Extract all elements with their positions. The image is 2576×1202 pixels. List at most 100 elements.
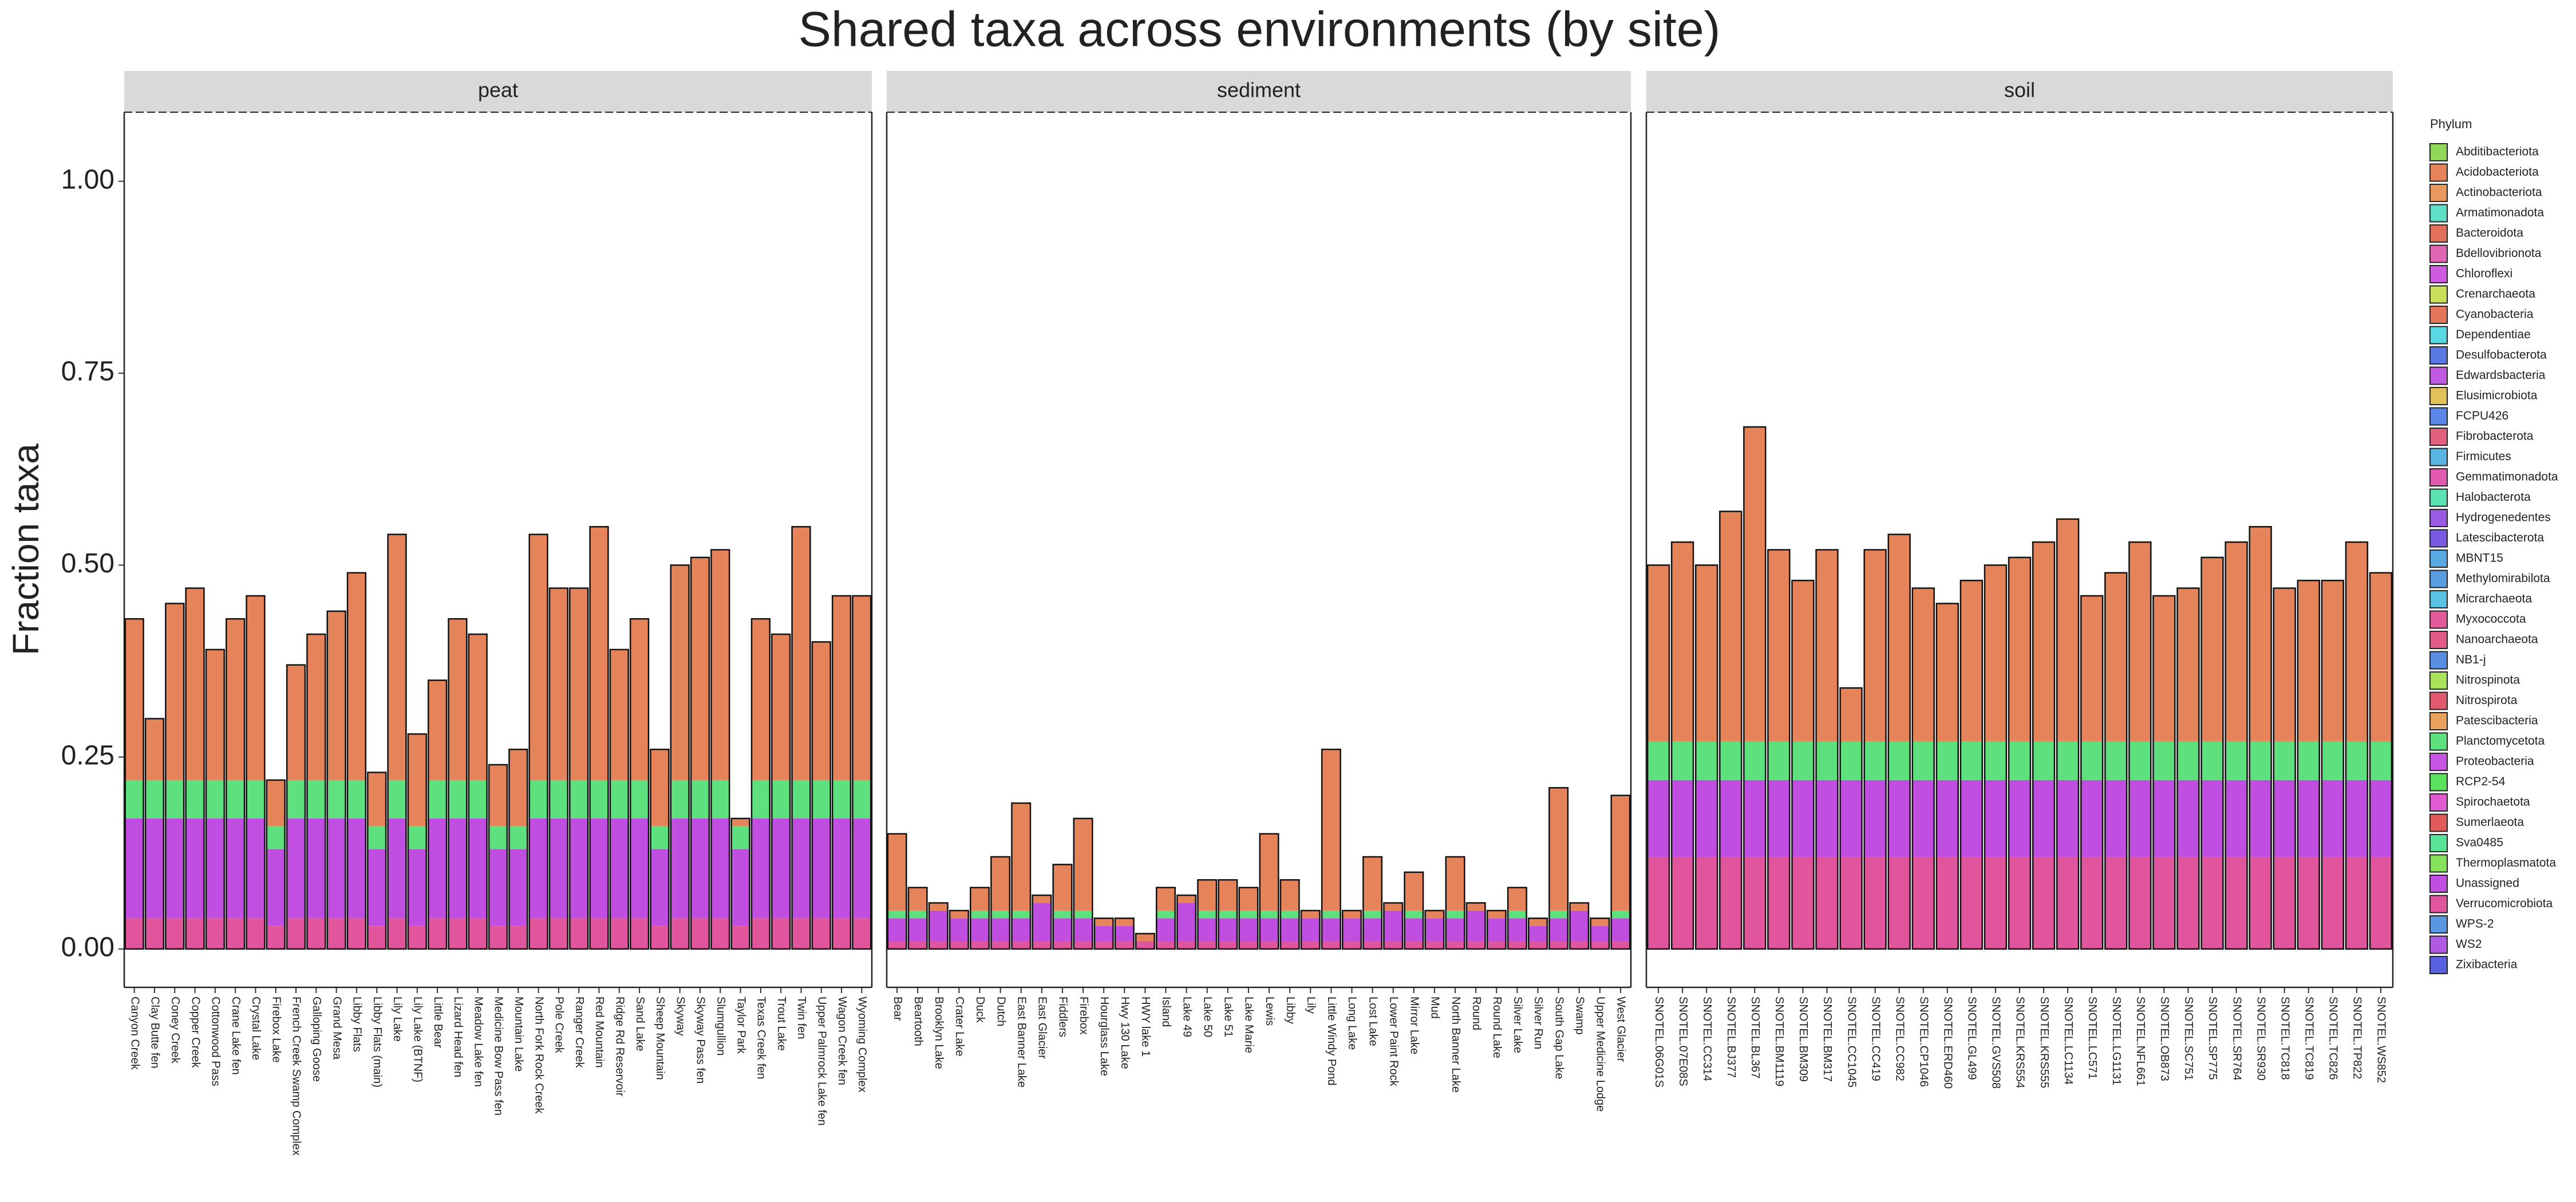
bar-segment — [1611, 941, 1630, 949]
bar-outline — [670, 564, 690, 950]
x-tick-label: Lily — [1305, 997, 1317, 1014]
bar-segment — [670, 918, 689, 949]
legend-key — [2429, 163, 2448, 182]
x-tick-label: SNOTEL.SP775 — [2206, 997, 2219, 1080]
bar-segment — [246, 780, 265, 819]
legend-key — [2429, 753, 2448, 771]
bar-segment — [1218, 910, 1238, 919]
bar-segment — [1888, 534, 1910, 742]
bar-segment — [2009, 741, 2030, 780]
bar-segment — [1936, 780, 1958, 857]
bar-segment — [1239, 941, 1258, 949]
bar-segment — [950, 918, 969, 942]
bar-outline — [286, 664, 306, 950]
bar-segment — [1912, 780, 1934, 857]
bar-segment — [266, 780, 285, 827]
bar-segment — [529, 534, 548, 780]
bar-segment — [1768, 780, 1790, 857]
bar-segment — [1936, 741, 1958, 780]
x-tick-label: Canyon Creek — [128, 997, 141, 1070]
bar-segment — [1487, 918, 1506, 942]
x-tick-label: Lake 49 — [1180, 997, 1193, 1037]
legend-label: Unassigned — [2456, 877, 2519, 890]
bar-outline — [1465, 902, 1486, 950]
bar-segment — [1445, 910, 1465, 919]
bar-segment — [1508, 918, 1527, 942]
legend-key — [2429, 956, 2448, 974]
bar-segment — [165, 818, 184, 919]
bar-segment — [1363, 856, 1382, 911]
bar-segment — [1590, 918, 1610, 926]
bar-segment — [650, 926, 669, 949]
legend-label: Nanoarchaeota — [2456, 633, 2538, 646]
bar-segment — [1342, 941, 1361, 949]
bar-segment — [2273, 741, 2296, 780]
bar-segment — [852, 780, 871, 819]
bar-outline — [831, 595, 852, 950]
legend-key — [2429, 691, 2448, 710]
x-tick-label: SNOTEL.BJ377 — [1725, 997, 1737, 1078]
bar-segment — [327, 818, 346, 919]
bar-segment — [145, 918, 164, 949]
bar-segment — [1404, 872, 1424, 911]
bar-outline — [1404, 871, 1424, 950]
bar-segment — [691, 557, 709, 780]
bar-segment — [2370, 741, 2392, 780]
bar-segment — [1696, 856, 1718, 949]
legend-label: FCPU426 — [2456, 409, 2508, 422]
x-tick-label: SNOTEL.CP1046 — [1917, 997, 1930, 1087]
x-tick-label: Dutch — [994, 997, 1007, 1026]
bar-segment — [1032, 903, 1052, 942]
bar-segment — [1696, 741, 1718, 780]
x-tick-label: SNOTEL.06G01S — [1653, 997, 1665, 1088]
legend-key — [2429, 428, 2448, 446]
bar-segment — [2153, 856, 2175, 949]
legend-key — [2429, 448, 2448, 466]
bar-segment — [1466, 910, 1485, 942]
x-tick-label: SNOTEL.LG1131 — [2110, 997, 2123, 1085]
legend-label: Firmicutes — [2456, 450, 2511, 463]
bar-segment — [751, 619, 770, 780]
bar-segment — [2225, 741, 2247, 780]
bar-segment — [226, 918, 245, 949]
bar-segment — [1888, 780, 1910, 857]
bar-outline — [569, 587, 589, 950]
bar-segment — [1053, 910, 1072, 919]
bar-segment — [2345, 780, 2368, 857]
x-tick-label: Twin fen — [795, 997, 808, 1039]
bar-segment — [2153, 741, 2175, 780]
bar-segment — [2009, 780, 2030, 857]
x-tick-label: SNOTEL.CC1045 — [1845, 997, 1858, 1088]
x-tick-label: SNOTEL.BM1119 — [1773, 997, 1785, 1086]
legend-label: WS2 — [2456, 938, 2482, 951]
bar-outline — [427, 679, 448, 950]
bar-segment — [908, 941, 927, 949]
y-tick-label: 0.25 — [61, 740, 114, 770]
bar-segment — [2297, 780, 2320, 857]
bar-segment — [428, 680, 447, 780]
x-tick-label: SNOTEL.SR764 — [2230, 997, 2243, 1081]
bar-segment — [991, 856, 1010, 911]
bar-segment — [2249, 856, 2271, 949]
x-tick-label: Upper Medicine Lodge — [1594, 997, 1607, 1112]
bar-segment — [327, 780, 346, 819]
bar-segment — [2033, 856, 2055, 949]
x-tick-label: Libby Flats (main) — [371, 997, 384, 1088]
bar-segment — [489, 765, 507, 827]
bar-segment — [1590, 926, 1610, 942]
bar-segment — [1768, 549, 1790, 742]
bar-segment — [368, 849, 386, 926]
x-tick-label: Hourglass Lake — [1098, 997, 1111, 1076]
bar-outline — [508, 748, 528, 950]
legend-label: WPS-2 — [2456, 918, 2494, 931]
bar-segment — [145, 818, 164, 919]
legend-label: Methylomirabilota — [2456, 572, 2550, 585]
bar-segment — [991, 918, 1010, 942]
legend-key — [2429, 549, 2448, 568]
bar-segment — [1985, 741, 2006, 780]
legend-key — [2429, 895, 2448, 914]
bar-segment — [1528, 918, 1547, 926]
bar-segment — [1445, 856, 1465, 911]
x-tick-label: North Fork Rock Creek — [532, 997, 545, 1114]
bar-segment — [1611, 795, 1630, 911]
